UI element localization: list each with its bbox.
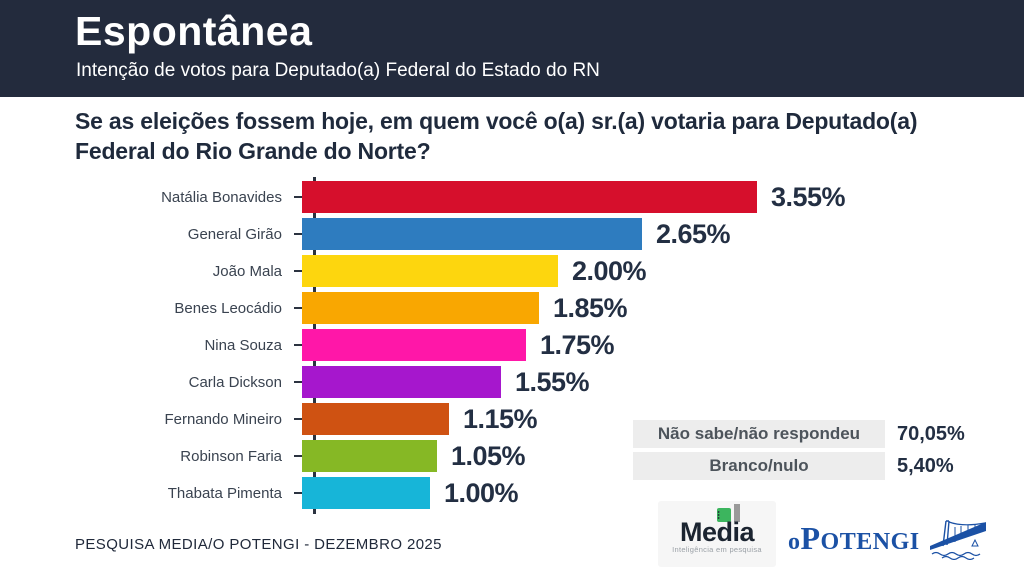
axis-tick-icon	[294, 195, 302, 199]
bar-chart: Natália Bonavides 3.55% General Girão 2.65%…	[0, 181, 1024, 514]
opotengi-letter-p: P	[800, 519, 821, 556]
table-row-value: 5,40%	[897, 454, 954, 477]
table-row-label: Branco/nulo	[633, 452, 885, 480]
value-label: 2.00%	[572, 255, 647, 286]
category-label: Carla Dickson	[188, 373, 282, 391]
value-label: 2.65%	[656, 218, 731, 249]
axis-tick-icon	[294, 454, 302, 458]
page-title: Espontânea	[75, 8, 313, 54]
media-bars-icon	[717, 504, 740, 522]
bar-row: General Girão 2.65%	[0, 218, 1024, 250]
bridge-icon	[929, 520, 986, 560]
bar-row: Natália Bonavides 3.55%	[0, 181, 1024, 213]
bar	[302, 329, 526, 361]
axis-tick-icon	[294, 269, 302, 273]
media-wordmark: Media	[679, 517, 755, 547]
source-caption: PESQUISA MEDIA/O POTENGI - DEZEMBRO 2025	[75, 536, 442, 553]
value-label: 3.55%	[771, 181, 846, 212]
bar-row: Benes Leocádio 1.85%	[0, 292, 1024, 324]
axis-tick-icon	[294, 343, 302, 347]
bar	[302, 292, 539, 324]
category-label: General Girão	[187, 225, 282, 243]
category-label: Benes Leocádio	[174, 299, 282, 317]
media-tagline: Inteligência em pesquisa	[672, 545, 762, 554]
opotengi-letter-o: o	[788, 528, 801, 555]
category-label: Natália Bonavides	[161, 188, 282, 206]
value-label: 1.75%	[540, 329, 615, 360]
value-label: 1.05%	[451, 440, 526, 471]
header-band: Espontânea Intenção de votos para Deputa…	[0, 0, 1024, 97]
bar-row: Fernando Mineiro 1.15%	[0, 403, 1024, 435]
table-row: Branco/nulo 5,40%	[633, 452, 965, 480]
value-label: 1.85%	[553, 292, 628, 323]
table-row-label: Não sabe/não respondeu	[633, 420, 885, 448]
opotengi-letters-rest: OTENGI	[820, 528, 920, 555]
category-label: Nina Souza	[204, 336, 282, 354]
non-answer-table: Não sabe/não respondeu 70,05% Branco/nul…	[633, 420, 965, 484]
table-row-value: 70,05%	[897, 422, 965, 445]
axis-tick-icon	[294, 232, 302, 236]
opotengi-wordmark: o P OTENGI	[788, 520, 920, 557]
category-label: Fernando Mineiro	[164, 410, 282, 428]
axis-tick-icon	[294, 380, 302, 384]
bar-row: Carla Dickson 1.55%	[0, 366, 1024, 398]
bar-row: Thabata Pimenta 1.00%	[0, 477, 1024, 509]
survey-question: Se as eleições fossem hoje, em quem você…	[75, 108, 918, 165]
value-label: 1.55%	[515, 366, 590, 397]
bar	[302, 255, 558, 287]
opotengi-logo: o P OTENGI	[788, 516, 990, 560]
bar	[302, 403, 449, 435]
table-row: Não sabe/não respondeu 70,05%	[633, 420, 965, 448]
axis-tick-icon	[294, 306, 302, 310]
value-label: 1.15%	[463, 403, 538, 434]
value-label: 1.00%	[444, 477, 519, 508]
axis-tick-icon	[294, 417, 302, 421]
category-label: Robinson Faria	[180, 447, 282, 465]
bar	[302, 218, 642, 250]
bar-row: João Mala 2.00%	[0, 255, 1024, 287]
bar-row: Robinson Faria 1.05%	[0, 440, 1024, 472]
category-label: Thabata Pimenta	[167, 484, 282, 502]
page-subtitle: Intenção de votos para Deputado(a) Feder…	[76, 60, 600, 81]
media-logo: Media Inteligência em pesquisa	[658, 501, 776, 567]
bar-row: Nina Souza 1.75%	[0, 329, 1024, 361]
bar	[302, 477, 430, 509]
category-label: João Mala	[212, 262, 282, 280]
axis-tick-icon	[294, 491, 302, 495]
bar	[302, 181, 757, 213]
bar	[302, 366, 501, 398]
bar	[302, 440, 437, 472]
